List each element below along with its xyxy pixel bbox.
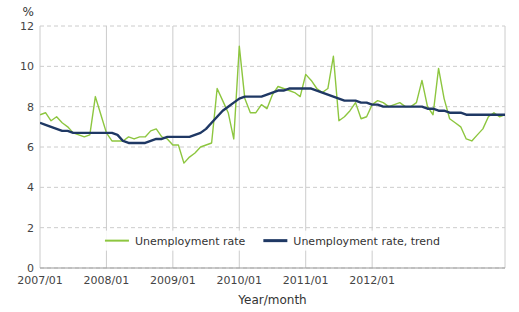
y-tick-label: 6 (27, 141, 34, 154)
plot-edge (505, 26, 506, 268)
x-tick-label: 2011/01 (283, 274, 329, 287)
y-tick-label: 12 (20, 20, 34, 33)
x-tick-label: 2012/01 (349, 274, 395, 287)
legend-background (99, 231, 446, 251)
y-grid-line (40, 187, 505, 188)
y-axis-label: % (23, 5, 34, 19)
x-tick-label: 2010/01 (216, 274, 262, 287)
y-grid-line (40, 227, 505, 228)
y-tick-label: 2 (27, 222, 34, 235)
y-grid-line (40, 66, 505, 67)
x-grid-line (40, 26, 41, 268)
y-grid (40, 26, 505, 268)
y-tick-label: 8 (27, 101, 34, 114)
y-grid-line (40, 26, 505, 27)
x-tick-label: 2009/01 (150, 274, 196, 287)
legend: Unemployment rate Unemployment rate, tren… (99, 231, 446, 251)
series-line (40, 89, 505, 143)
legend-label: Unemployment rate (135, 235, 246, 248)
y-grid-line (40, 147, 505, 148)
legend-swatch (105, 240, 129, 242)
legend-label: Unemployment rate, trend (293, 235, 440, 248)
y-tick-label: 10 (20, 60, 34, 73)
legend-swatch (263, 239, 287, 242)
chart: 0246810122007/012008/012009/012010/01201… (0, 0, 519, 312)
series-line (40, 46, 505, 163)
x-tick-label: 2008/01 (84, 274, 130, 287)
y-tick-label: 4 (27, 181, 34, 194)
y-grid-line (40, 268, 505, 269)
x-tick-label: 2007/01 (17, 274, 63, 287)
y-grid-line (40, 106, 505, 107)
x-axis-label: Year/month (237, 293, 306, 307)
x-axis-line (40, 268, 505, 269)
lines (40, 46, 505, 163)
